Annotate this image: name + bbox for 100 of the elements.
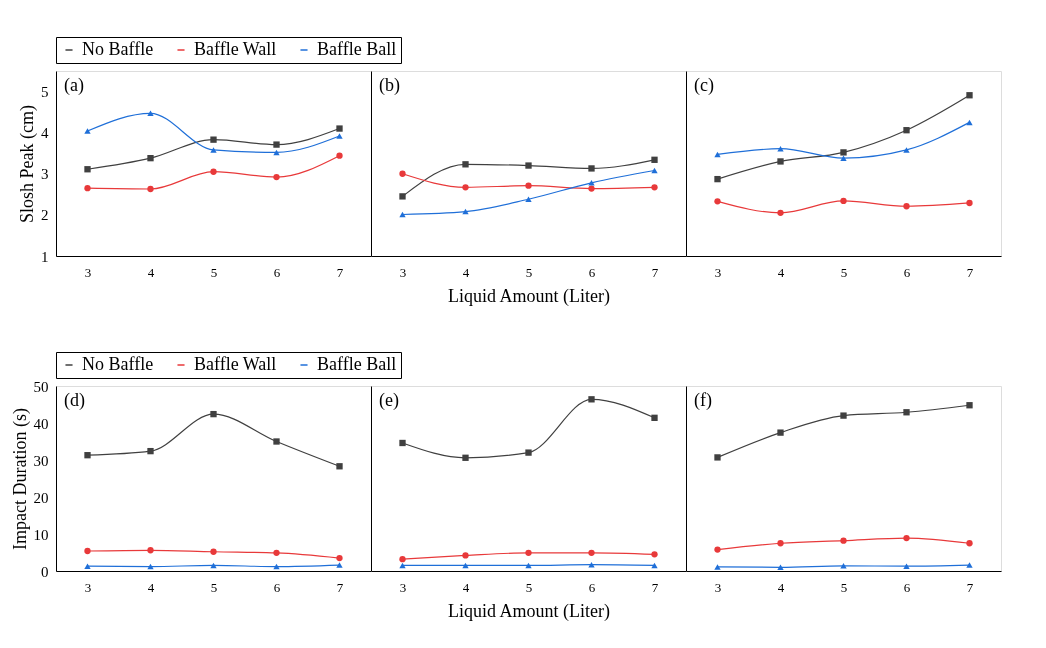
x-tick-label: 5 (210, 264, 218, 280)
y-tick-label: 0 (41, 563, 49, 580)
point (966, 119, 973, 126)
x-axis-title: Liquid Amount (Liter) (448, 600, 610, 622)
point (903, 409, 910, 416)
legend-label: Baffle Ball (317, 39, 397, 59)
point (651, 562, 658, 569)
x-tick-label: 5 (525, 579, 533, 595)
point (651, 167, 658, 174)
point (966, 199, 973, 207)
y-axis-title: Slosh Peak (cm) (17, 105, 38, 223)
legend-label: No Baffle (82, 39, 154, 59)
x-tick-label: 6 (273, 264, 281, 280)
x-tick-label: 7 (336, 264, 344, 280)
point (399, 193, 406, 200)
x-tick-label: 5 (840, 264, 848, 280)
x-tick-label: 6 (273, 579, 281, 595)
point (273, 173, 280, 181)
point (84, 128, 91, 134)
point (273, 549, 280, 557)
point (714, 564, 721, 570)
point (399, 170, 406, 177)
x-tick-label: 4 (777, 264, 785, 280)
point (840, 412, 847, 419)
point (777, 564, 784, 571)
x-tick-label: 4 (147, 579, 155, 595)
point (588, 549, 595, 557)
x-tick-label: 5 (525, 264, 533, 280)
x-tick-label: 7 (966, 579, 974, 595)
x-tick-label: 4 (462, 579, 470, 595)
point (210, 562, 217, 569)
point (714, 546, 721, 553)
point (966, 562, 973, 568)
x-tick-label: 3 (714, 264, 722, 280)
point (840, 197, 847, 205)
annotation: (b) (379, 75, 400, 96)
point (588, 185, 595, 192)
x-tick-label: 7 (966, 264, 974, 280)
point (588, 180, 595, 186)
x-tick-label: 7 (651, 264, 659, 280)
point (903, 147, 910, 153)
x-tick-label: 3 (84, 264, 92, 280)
point (147, 447, 154, 455)
x-tick-label: 3 (714, 579, 722, 595)
point (210, 410, 217, 418)
point (210, 168, 217, 175)
point (84, 563, 91, 569)
point (399, 211, 406, 218)
point (336, 152, 343, 159)
point (462, 161, 469, 168)
point (714, 454, 721, 461)
x-tick-label: 7 (336, 579, 344, 595)
point (588, 165, 595, 172)
point (525, 162, 532, 169)
point (525, 196, 532, 203)
point (462, 562, 469, 569)
point (336, 125, 343, 132)
y-tick-label: 10 (33, 526, 49, 543)
point (966, 92, 973, 99)
point (336, 554, 343, 562)
point (273, 149, 280, 156)
y-tick-label: 3 (41, 166, 49, 183)
y-tick-label: 4 (41, 125, 49, 142)
x-tick-label: 6 (588, 579, 596, 595)
annotation: (f) (694, 390, 712, 411)
point (84, 185, 91, 192)
point (966, 540, 973, 547)
legend-label: Baffle Ball (317, 354, 397, 374)
point (651, 551, 658, 558)
annotation: (e) (379, 390, 399, 411)
point (903, 534, 910, 542)
point (777, 540, 784, 547)
point (210, 147, 217, 153)
point (462, 454, 469, 461)
point (336, 463, 343, 470)
y-tick-label: 20 (33, 489, 49, 506)
point (147, 110, 154, 117)
y-tick-label: 2 (41, 207, 49, 224)
point (84, 452, 91, 459)
x-tick-label: 3 (399, 579, 407, 595)
point (588, 396, 595, 403)
x-tick-label: 6 (903, 264, 911, 280)
point (777, 429, 784, 436)
x-axis-title: Liquid Amount (Liter) (448, 285, 610, 307)
point (210, 136, 217, 143)
point (651, 156, 658, 163)
point (525, 549, 532, 557)
y-tick-label: 1 (41, 248, 49, 265)
point (399, 562, 406, 569)
point (525, 449, 532, 456)
point (336, 562, 343, 568)
point (336, 133, 343, 139)
point (147, 547, 154, 554)
x-tick-label: 3 (84, 579, 92, 595)
point (84, 547, 91, 555)
annotation: (c) (694, 75, 714, 96)
x-tick-label: 6 (588, 264, 596, 280)
point (903, 563, 910, 569)
point (714, 151, 721, 158)
x-tick-label: 7 (651, 579, 659, 595)
